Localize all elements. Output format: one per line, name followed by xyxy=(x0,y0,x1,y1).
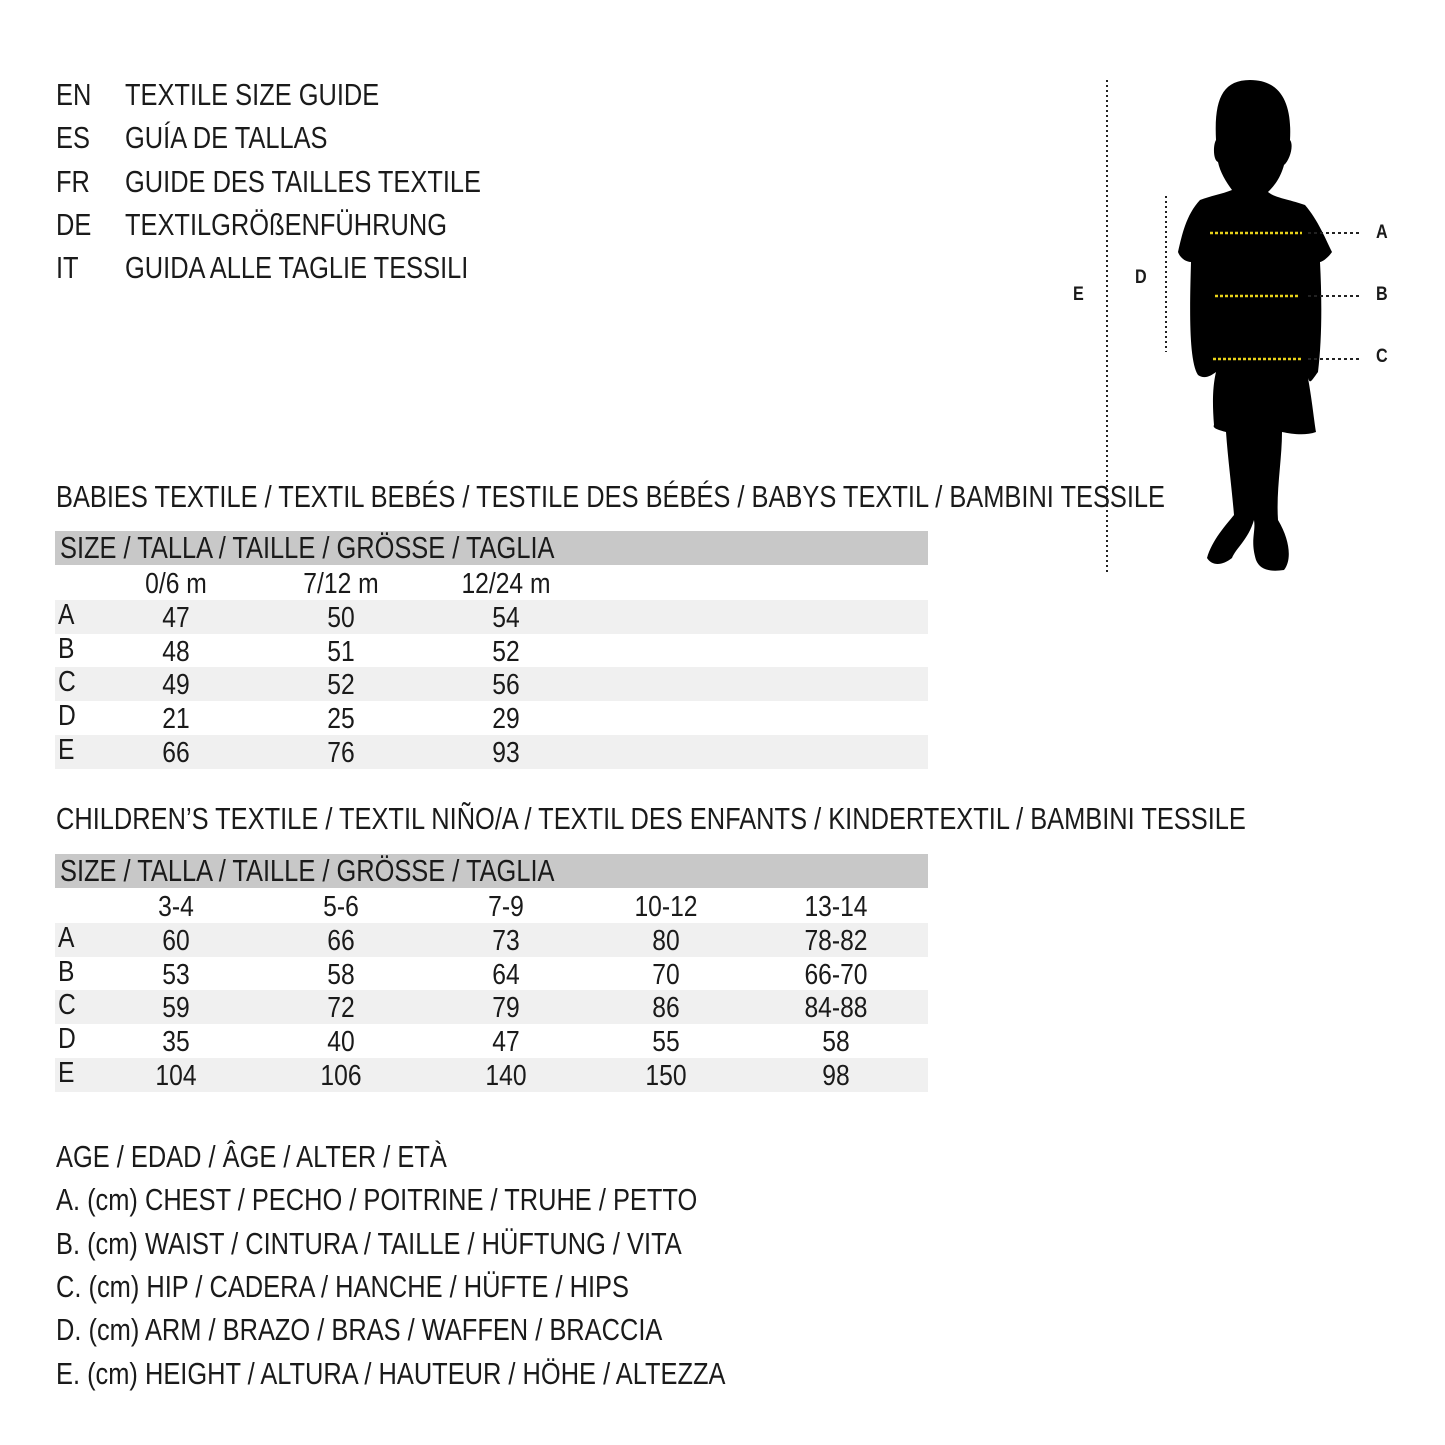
table-cell: 59 xyxy=(162,992,190,1025)
label-c: C xyxy=(1376,346,1388,367)
size-header-band xyxy=(55,854,928,888)
table-cell: 70 xyxy=(652,958,680,991)
row-label: B xyxy=(58,632,75,665)
table-cell: 58 xyxy=(327,958,355,991)
legend-line: AGE / EDAD / ÂGE / ALTER / ETÀ xyxy=(56,1139,447,1174)
table-cell: 25 xyxy=(327,703,355,736)
table-cell: 150 xyxy=(645,1059,687,1092)
table-cell: 78-82 xyxy=(804,925,868,957)
table-cell: 66-70 xyxy=(804,958,868,991)
table-cell: 86 xyxy=(652,992,680,1025)
table-cell: 73 xyxy=(492,925,520,957)
size-header-label: SIZE / TALLA / TAILLE / GRÖSSE / TAGLIA xyxy=(60,853,555,888)
title-text: TEXTILGRÖßENFÜHRUNG xyxy=(125,206,448,242)
table-cell: 54 xyxy=(492,602,520,634)
table-row xyxy=(55,1057,928,1092)
column-header: 0/6 m xyxy=(145,568,207,600)
title-lang-code: EN xyxy=(56,77,92,112)
title-text: GUÍA DE TALLAS xyxy=(125,120,328,156)
table-cell: 66 xyxy=(162,736,190,769)
table-row xyxy=(55,734,928,769)
title-text: TEXTILE SIZE GUIDE xyxy=(125,77,380,112)
table-row xyxy=(55,667,928,702)
table-cell: 60 xyxy=(162,925,190,957)
table-cell: 53 xyxy=(162,958,190,991)
title-lang-code: IT xyxy=(56,250,79,286)
title-text: GUIDE DES TAILLES TEXTILE xyxy=(125,163,482,199)
table-cell: 51 xyxy=(327,635,355,668)
table-cell: 47 xyxy=(162,602,190,634)
table-cell: 48 xyxy=(162,635,190,668)
table-cell: 40 xyxy=(327,1026,355,1059)
table-cell: 80 xyxy=(652,925,680,957)
label-d: D xyxy=(1135,267,1147,288)
table-cell: 93 xyxy=(492,736,520,769)
column-header: 13-14 xyxy=(804,891,868,923)
row-label: A xyxy=(58,599,75,631)
table-cell: 52 xyxy=(327,669,355,702)
label-e: E xyxy=(1072,284,1084,305)
label-a: A xyxy=(1376,222,1388,243)
table-cell: 104 xyxy=(155,1059,197,1092)
column-header: 12/24 m xyxy=(461,568,551,600)
column-header: 5-6 xyxy=(323,891,359,923)
legend-line: E. (cm) HEIGHT / ALTURA / HAUTEUR / HÖHE… xyxy=(56,1355,726,1391)
row-label: D xyxy=(58,1023,76,1056)
table-cell: 66 xyxy=(327,925,355,957)
table-cell: 55 xyxy=(652,1026,680,1059)
table-cell: 29 xyxy=(492,703,520,736)
table-cell: 64 xyxy=(492,958,520,991)
table-cell: 72 xyxy=(327,992,355,1025)
table-row xyxy=(55,923,928,957)
table-row xyxy=(55,990,928,1025)
table-cell: 47 xyxy=(492,1026,520,1059)
table-cell: 35 xyxy=(162,1026,190,1059)
row-label: A xyxy=(58,922,75,954)
table-cell: 49 xyxy=(162,669,190,702)
row-label: B xyxy=(58,955,75,988)
table-cell: 79 xyxy=(492,992,520,1025)
legend-line: C. (cm) HIP / CADERA / HANCHE / HÜFTE / … xyxy=(56,1268,629,1304)
measure-lines xyxy=(1210,231,1362,361)
row-label: E xyxy=(58,1056,75,1089)
legend-line: B. (cm) WAIST / CINTURA / TAILLE / HÜFTU… xyxy=(56,1225,682,1261)
row-label: C xyxy=(58,666,76,699)
row-label: E xyxy=(58,733,75,766)
table-cell: 56 xyxy=(492,669,520,702)
legend-line: D. (cm) ARM / BRAZO / BRAS / WAFFEN / BR… xyxy=(56,1312,663,1348)
title-lang-code: FR xyxy=(56,163,90,199)
row-label: C xyxy=(58,989,76,1022)
table-cell: 76 xyxy=(327,736,355,769)
column-header: 10-12 xyxy=(634,891,698,923)
size-header-band xyxy=(55,531,928,565)
table-cell: 140 xyxy=(485,1059,527,1092)
table-cell: 98 xyxy=(822,1059,850,1092)
title-lang-code: ES xyxy=(56,120,90,156)
title-lang-code: DE xyxy=(56,206,92,242)
legend-line: A. (cm) CHEST / PECHO / POITRINE / TRUHE… xyxy=(56,1182,698,1218)
column-header: 7-9 xyxy=(488,891,524,923)
table-cell: 52 xyxy=(492,635,520,668)
table-cell: 21 xyxy=(162,703,190,736)
title-text: GUIDA ALLE TAGLIE TESSILI xyxy=(125,250,469,286)
table-cell: 58 xyxy=(822,1026,850,1059)
column-header: 7/12 m xyxy=(303,568,379,600)
size-header-label: SIZE / TALLA / TAILLE / GRÖSSE / TAGLIA xyxy=(60,530,555,565)
babies-heading: BABIES TEXTILE / TEXTIL BEBÉS / TESTILE … xyxy=(56,479,1166,514)
table-cell: 106 xyxy=(320,1059,362,1092)
child-silhouette-icon xyxy=(1178,80,1332,571)
label-b: B xyxy=(1376,284,1388,305)
table-row xyxy=(55,600,928,634)
table-cell: 84-88 xyxy=(804,992,868,1025)
column-header: 3-4 xyxy=(158,891,194,923)
row-label: D xyxy=(58,700,76,733)
children-heading: CHILDREN’S TEXTILE / TEXTIL NIÑO/A / TEX… xyxy=(56,801,1246,836)
table-cell: 50 xyxy=(327,602,355,634)
